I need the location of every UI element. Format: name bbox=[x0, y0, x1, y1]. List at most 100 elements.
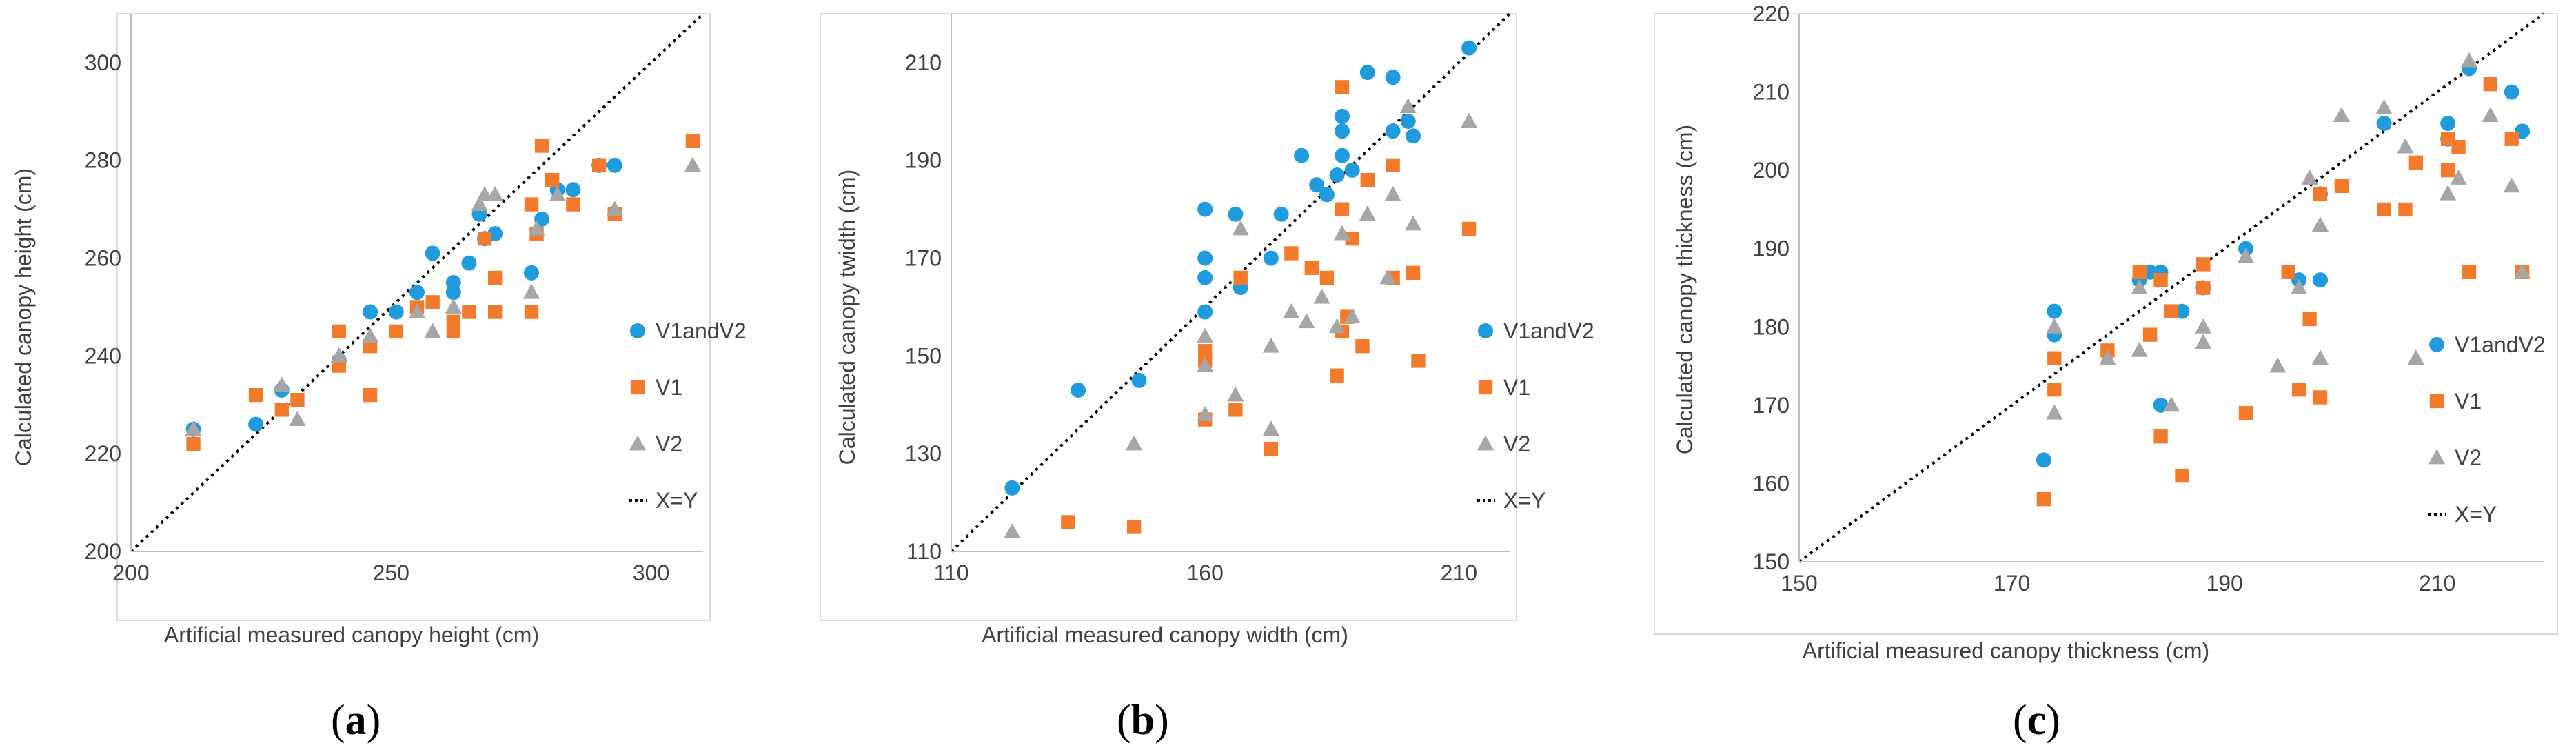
legend: V1andV2 V1 V2 X=Y bbox=[629, 318, 747, 513]
point-v1 bbox=[1335, 202, 1350, 216]
point-v2 bbox=[2397, 138, 2414, 154]
y-tick-label: 220 bbox=[85, 441, 121, 466]
point-v2 bbox=[1460, 112, 1478, 128]
point-v1andv2 bbox=[1309, 177, 1325, 193]
point-v1 bbox=[2036, 491, 2051, 507]
point-v1andv2 bbox=[1385, 123, 1401, 139]
point-v1andv2 bbox=[1359, 65, 1375, 81]
point-v1 bbox=[1360, 172, 1375, 187]
point-v2 bbox=[1262, 420, 1280, 436]
point-v1 bbox=[1355, 339, 1370, 354]
chart-canopy-thickness: 150 170 190 210 150 160 170 180 190 200 210 220 Art… bbox=[1654, 1, 2558, 744]
point-v2 bbox=[2046, 318, 2063, 334]
legend-label: V2 bbox=[1503, 431, 1530, 456]
point-v2 bbox=[1379, 269, 1397, 285]
point-v1 bbox=[1386, 158, 1400, 172]
y-tick-label: 200 bbox=[85, 539, 121, 564]
legend-marker-v1andv2 bbox=[2429, 337, 2444, 352]
point-v2 bbox=[424, 323, 441, 338]
point-v2 bbox=[606, 201, 623, 216]
panel-label-b: (b) bbox=[1117, 697, 1169, 744]
point-v1 bbox=[2408, 155, 2424, 170]
point-v2 bbox=[2131, 341, 2148, 357]
point-v2 bbox=[361, 327, 379, 343]
point-v1 bbox=[545, 172, 560, 187]
chart-canopy-height: 200 250 300 200 220 240 260 280 300 Artificial m… bbox=[11, 12, 747, 744]
point-v2 bbox=[2301, 169, 2318, 185]
point-v1 bbox=[2153, 272, 2168, 287]
point-v1andv2 bbox=[1131, 372, 1147, 388]
point-v1andv2 bbox=[1335, 123, 1350, 139]
legend: V1andV2 V1 V2 X=Y bbox=[1477, 318, 1594, 513]
point-v2 bbox=[185, 420, 202, 436]
point-v1 bbox=[488, 270, 503, 285]
legend-marker-v1andv2 bbox=[630, 323, 645, 338]
y-tick-label: 150 bbox=[1753, 549, 1789, 574]
legend-marker-v2 bbox=[1477, 435, 1494, 451]
y-tick-label: 110 bbox=[906, 539, 942, 564]
legend-label: V2 bbox=[2455, 445, 2482, 470]
y-tick-label: 260 bbox=[85, 246, 121, 271]
point-v1 bbox=[1126, 520, 1142, 534]
point-v1andv2 bbox=[1197, 250, 1213, 266]
point-v2 bbox=[1125, 435, 1143, 451]
point-v1 bbox=[248, 387, 263, 403]
point-v1andv2 bbox=[1228, 206, 1244, 222]
point-v2 bbox=[1283, 303, 1300, 318]
y-tick-label: 190 bbox=[1753, 236, 1789, 261]
point-v1andv2 bbox=[2376, 116, 2392, 131]
y-tick-label: 160 bbox=[1753, 471, 1789, 496]
point-v2 bbox=[1399, 98, 1417, 114]
point-v1 bbox=[1284, 246, 1299, 261]
point-v1 bbox=[2153, 429, 2168, 444]
point-v2 bbox=[1004, 523, 1021, 539]
legend-label: V2 bbox=[656, 431, 682, 456]
y-tick-label: 170 bbox=[905, 246, 942, 271]
point-v1andv2 bbox=[363, 304, 378, 320]
point-v1 bbox=[685, 134, 700, 148]
point-v1 bbox=[2440, 163, 2455, 178]
point-v1andv2 bbox=[388, 304, 404, 320]
x-tick-label: 210 bbox=[1441, 560, 1477, 585]
point-v2 bbox=[1197, 405, 1214, 421]
point-v1 bbox=[2377, 202, 2391, 217]
point-v1 bbox=[2398, 202, 2413, 217]
legend-label: V1 bbox=[656, 375, 682, 400]
point-v1 bbox=[2047, 382, 2062, 397]
point-v2 bbox=[1343, 308, 1361, 324]
point-v2 bbox=[528, 220, 545, 236]
x-equals-y-line bbox=[950, 12, 1511, 553]
point-v1 bbox=[1264, 441, 1279, 456]
point-v1andv2 bbox=[1335, 148, 1350, 163]
plot-frame bbox=[820, 13, 1517, 621]
point-v2 bbox=[2450, 169, 2467, 185]
point-v1 bbox=[332, 324, 346, 339]
point-v1 bbox=[425, 295, 440, 309]
point-v1 bbox=[591, 158, 607, 172]
x-tick-label: 150 bbox=[1781, 571, 1817, 596]
point-v2 bbox=[684, 156, 702, 172]
point-v1 bbox=[2440, 132, 2455, 146]
y-tick-label: 280 bbox=[85, 148, 121, 173]
point-v1 bbox=[2047, 351, 2062, 365]
point-v2 bbox=[2440, 185, 2457, 201]
point-v2 bbox=[1298, 313, 1315, 329]
panel-label-c: (c) bbox=[2013, 697, 2060, 744]
chart-canopy-width: 110 160 210 110 130 150 170 190 210 Artificial m… bbox=[820, 12, 1594, 744]
point-v1 bbox=[1233, 270, 1248, 285]
point-v2 bbox=[1404, 215, 1422, 231]
point-v2 bbox=[1328, 318, 1346, 334]
y-tick-label: 210 bbox=[1753, 80, 1789, 105]
y-tick-label: 150 bbox=[905, 343, 942, 368]
point-v1 bbox=[389, 324, 403, 339]
legend-label: V1 bbox=[2455, 389, 2482, 414]
legend-marker-v1 bbox=[630, 380, 645, 395]
point-v1andv2 bbox=[461, 255, 477, 271]
legend-label: X=Y bbox=[2455, 502, 2497, 527]
x-equals-y-line bbox=[130, 12, 704, 553]
point-v2 bbox=[1333, 225, 1351, 241]
point-v2 bbox=[330, 347, 347, 363]
legend-label: X=Y bbox=[656, 488, 698, 513]
x-tick-label: 190 bbox=[2206, 571, 2242, 596]
point-v1 bbox=[363, 387, 378, 403]
